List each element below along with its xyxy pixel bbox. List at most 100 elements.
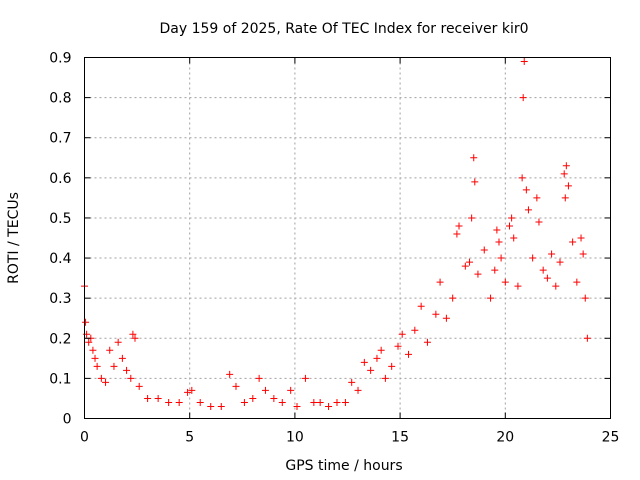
y-tick-label: 0.7 <box>49 131 71 147</box>
y-tick-label: 0.3 <box>49 291 71 307</box>
x-tick-labels: 0 5 10 15 20 25 <box>80 430 619 446</box>
data-point <box>561 194 569 202</box>
data-point <box>436 278 444 286</box>
data-point <box>240 398 248 406</box>
data-point <box>548 250 556 258</box>
data-point <box>519 94 527 102</box>
data-point <box>543 274 551 282</box>
data-point <box>348 378 356 386</box>
data-point <box>539 266 547 274</box>
data-point <box>341 398 349 406</box>
x-tick-label: 15 <box>391 430 409 446</box>
data-point <box>310 398 318 406</box>
data-point <box>518 174 526 182</box>
data-point <box>249 394 257 402</box>
data-point <box>552 282 560 290</box>
y-tick-labels: 0 0.1 0.2 0.3 0.4 0.5 0.6 0.7 0.8 0.9 <box>49 51 71 428</box>
data-point <box>581 294 589 302</box>
data-point <box>564 182 572 190</box>
data-point <box>207 402 215 410</box>
data-point <box>217 402 225 410</box>
data-point <box>583 334 591 342</box>
data-point <box>381 374 389 382</box>
data-point <box>453 230 461 238</box>
x-tick-label: 0 <box>80 430 89 446</box>
data-point <box>93 362 101 370</box>
data-point <box>573 278 581 286</box>
chart-title: Day 159 of 2025, Rate Of TEC Index for r… <box>159 21 528 37</box>
data-point <box>560 170 568 178</box>
data-point <box>261 386 269 394</box>
data-point <box>114 338 122 346</box>
data-point <box>377 346 385 354</box>
data-point <box>480 246 488 254</box>
data-point <box>188 386 196 394</box>
x-tick-label: 10 <box>286 430 304 446</box>
data-point <box>495 238 503 246</box>
y-tick-label: 0.2 <box>49 331 71 347</box>
data-point <box>131 334 139 342</box>
data-point <box>196 398 204 406</box>
data-point <box>110 362 118 370</box>
data-point <box>411 326 419 334</box>
x-axis-label: GPS time / hours <box>285 458 402 474</box>
data-point <box>417 302 425 310</box>
data-point <box>497 254 505 262</box>
data-point <box>354 386 362 394</box>
y-tick-label: 0.6 <box>49 171 71 187</box>
data-point <box>293 402 301 410</box>
data-point <box>461 262 469 270</box>
data-point <box>301 374 309 382</box>
data-point <box>468 214 476 222</box>
x-tick-label: 25 <box>602 430 620 446</box>
data-point <box>388 362 396 370</box>
grid <box>84 57 611 419</box>
data-point <box>367 366 375 374</box>
data-point <box>524 206 532 214</box>
data-point <box>255 374 263 382</box>
data-point <box>405 350 413 358</box>
data-point <box>556 258 564 266</box>
data-point <box>373 354 381 362</box>
data-point <box>129 330 137 338</box>
data-point <box>501 278 509 286</box>
data-point <box>82 318 90 326</box>
axis-ticks <box>84 57 611 419</box>
data-point <box>287 386 295 394</box>
data-point <box>91 354 99 362</box>
y-tick-label: 0.4 <box>49 251 71 267</box>
data-point <box>333 398 341 406</box>
data-point <box>97 374 105 382</box>
y-tick-label: 0.8 <box>49 91 71 107</box>
data-point <box>470 154 478 162</box>
data-point <box>491 266 499 274</box>
data-point <box>278 398 286 406</box>
data-point <box>165 398 173 406</box>
data-point <box>184 388 192 396</box>
data-point <box>232 382 240 390</box>
y-tick-label: 0.1 <box>49 371 71 387</box>
data-point <box>529 254 537 262</box>
data-point <box>474 270 482 278</box>
data-point <box>466 258 474 266</box>
data-point <box>360 358 368 366</box>
y-tick-label: 0 <box>63 412 72 428</box>
data-point <box>514 282 522 290</box>
data-point <box>579 250 587 258</box>
data-point <box>520 58 528 66</box>
data-point <box>522 186 530 194</box>
data-point <box>493 226 501 234</box>
data-point <box>442 314 450 322</box>
data-point <box>154 394 162 402</box>
data-point <box>316 398 324 406</box>
data-point <box>398 330 406 338</box>
data-point <box>135 382 143 390</box>
plot-frame <box>84 57 611 419</box>
data-point <box>325 402 333 410</box>
data-point <box>569 238 577 246</box>
data-point <box>562 162 570 170</box>
data-point <box>144 394 152 402</box>
data-point <box>175 398 183 406</box>
data-point <box>455 222 463 230</box>
